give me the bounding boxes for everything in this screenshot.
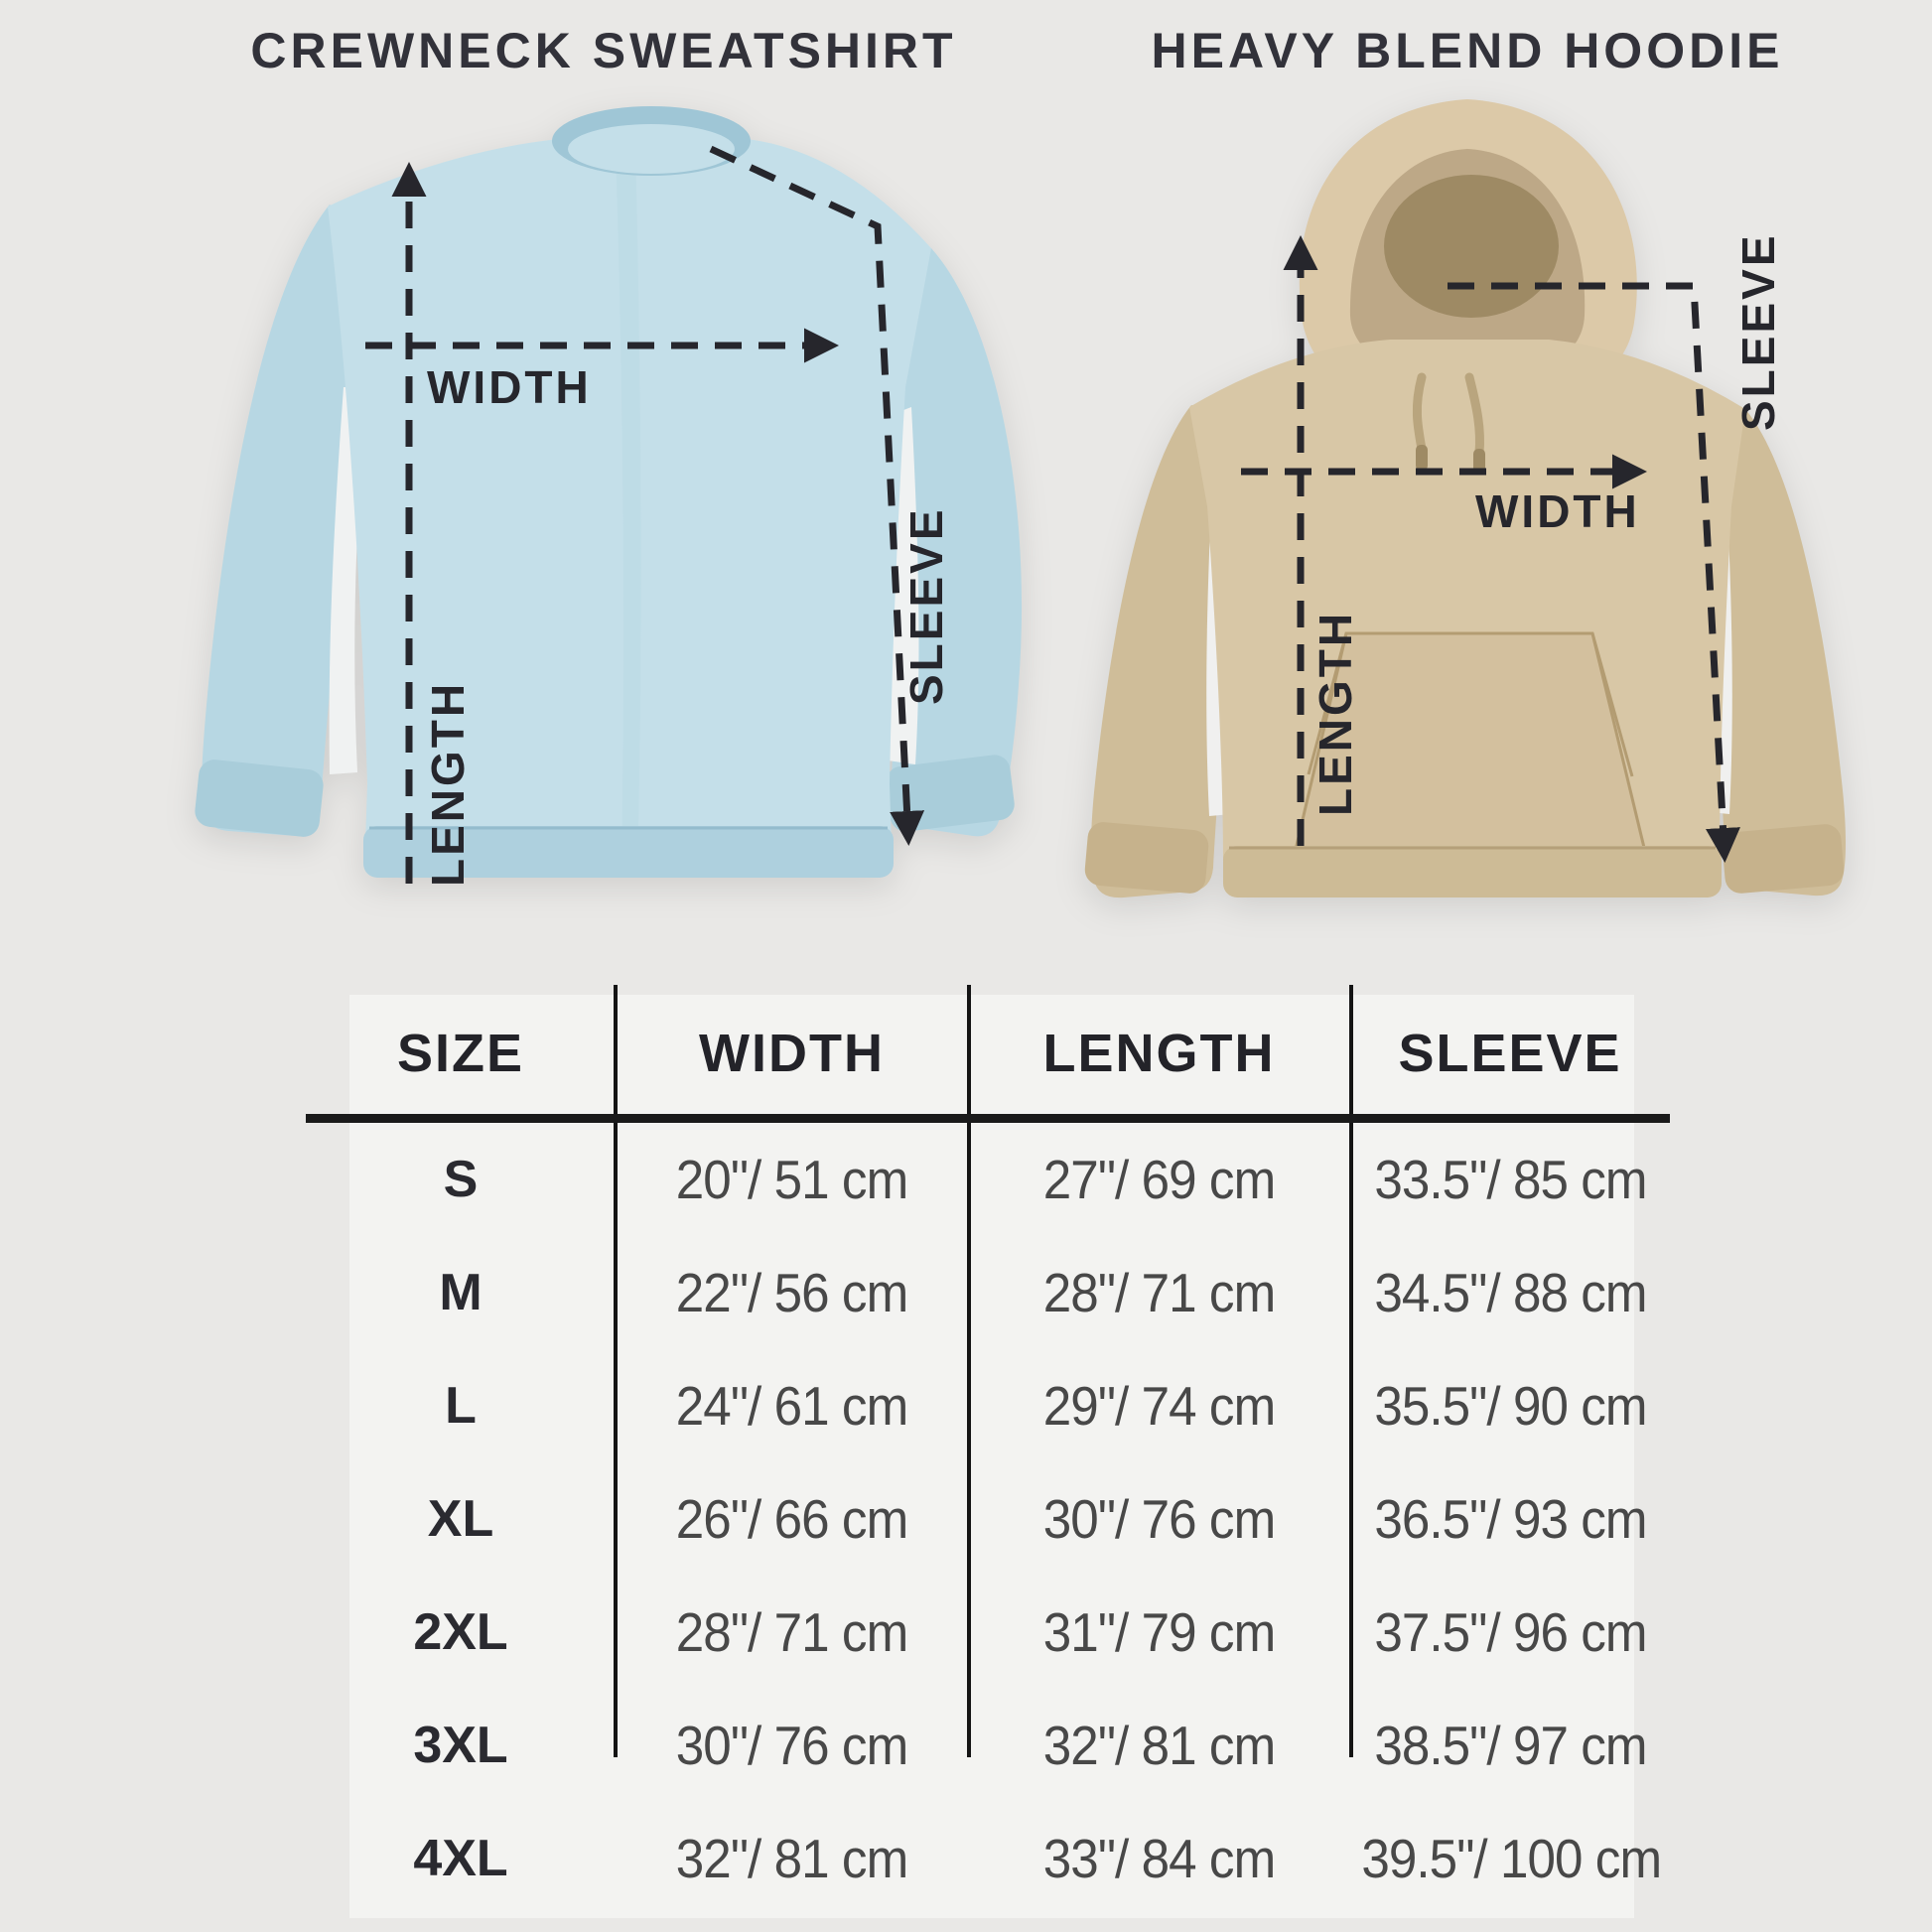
size-cell: S <box>443 1151 479 1208</box>
table-column-divider <box>614 985 618 1757</box>
width-cell: 28"/ 71 cm <box>675 1601 908 1663</box>
size-cell: 4XL <box>413 1830 508 1887</box>
crewneck-sleeve-label: SLEEVE <box>900 506 952 705</box>
hoodie-sleeve-label: SLEEVE <box>1732 232 1784 431</box>
size-cell: XL <box>427 1490 494 1548</box>
size-cell: 3XL <box>413 1717 508 1774</box>
sleeve-cell: 38.5"/ 97 cm <box>1373 1715 1647 1776</box>
length-cell: 31"/ 79 cm <box>1042 1601 1276 1663</box>
sleeve-cell: 39.5"/ 100 cm <box>1361 1828 1662 1889</box>
sleeve-cell: 33.5"/ 85 cm <box>1373 1149 1647 1210</box>
size-cell: M <box>439 1264 483 1321</box>
width-cell: 22"/ 56 cm <box>675 1262 908 1323</box>
size-table: SIZE WIDTH LENGTH SLEEVE S 20"/ 51 cm 27… <box>306 993 1670 1915</box>
length-cell: 28"/ 71 cm <box>1042 1262 1276 1323</box>
length-cell: 33"/ 84 cm <box>1042 1828 1276 1889</box>
width-cell: 30"/ 76 cm <box>675 1715 908 1776</box>
hoodie-title: HEAVY BLEND HOODIE <box>1151 23 1784 78</box>
hoodie-width-label: WIDTH <box>1475 485 1640 537</box>
sleeve-cell: 34.5"/ 88 cm <box>1373 1262 1647 1323</box>
header-size: SIZE <box>396 1024 525 1083</box>
width-cell: 26"/ 66 cm <box>675 1488 908 1550</box>
hoodie-length-label: LENGTH <box>1310 610 1361 816</box>
length-cell: 32"/ 81 cm <box>1042 1715 1276 1776</box>
size-table-body: S 20"/ 51 cm 27"/ 69 cm 33.5"/ 85 cm M 2… <box>306 1123 1670 1915</box>
sleeve-cell: 37.5"/ 96 cm <box>1373 1601 1647 1663</box>
length-cell: 29"/ 74 cm <box>1042 1375 1276 1437</box>
header-length: LENGTH <box>1042 1024 1276 1083</box>
table-column-divider <box>1349 985 1353 1757</box>
crewneck-length-label: LENGTH <box>422 680 474 887</box>
length-cell: 30"/ 76 cm <box>1042 1488 1276 1550</box>
table-column-divider <box>967 985 971 1757</box>
crewneck-width-label: WIDTH <box>427 361 592 413</box>
size-cell: L <box>445 1377 477 1435</box>
crewneck-title: CREWNECK SWEATSHIRT <box>250 23 957 78</box>
width-cell: 20"/ 51 cm <box>675 1149 908 1210</box>
sleeve-cell: 36.5"/ 93 cm <box>1373 1488 1647 1550</box>
header-width: WIDTH <box>699 1024 885 1083</box>
sleeve-cell: 35.5"/ 90 cm <box>1373 1375 1647 1437</box>
size-table-header-row: SIZE WIDTH LENGTH SLEEVE <box>306 993 1670 1123</box>
width-cell: 24"/ 61 cm <box>675 1375 908 1437</box>
table-background-panel <box>349 995 1634 1918</box>
length-cell: 27"/ 69 cm <box>1042 1149 1276 1210</box>
width-cell: 32"/ 81 cm <box>675 1828 908 1889</box>
hoodie-illustration <box>1084 99 1846 898</box>
header-sleeve: SLEEVE <box>1398 1024 1622 1083</box>
size-cell: 2XL <box>413 1603 508 1661</box>
